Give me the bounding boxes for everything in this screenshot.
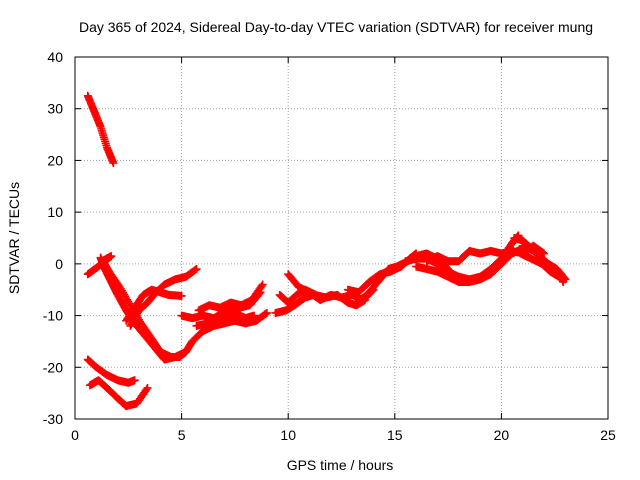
data-point <box>258 280 267 289</box>
x-axis-label: GPS time / hours <box>287 457 394 473</box>
y-tick-label: -10 <box>43 308 63 324</box>
data-point <box>130 376 139 385</box>
x-tick-label: 20 <box>494 427 510 443</box>
data-series-arc-6 <box>83 355 139 387</box>
x-tick-label: 5 <box>178 427 186 443</box>
x-tick-label: 15 <box>387 427 403 443</box>
data-series-arc-3 <box>96 253 190 364</box>
data-series-arc-5 <box>126 265 201 330</box>
data-point <box>255 289 264 298</box>
x-tick-label: 0 <box>71 427 79 443</box>
data-point <box>250 311 259 320</box>
x-tick-label: 25 <box>600 427 616 443</box>
y-tick-label: -20 <box>43 359 63 375</box>
data-series-arc-10 <box>194 280 267 315</box>
y-tick-label: -30 <box>43 411 63 427</box>
data-series <box>83 91 570 411</box>
data-series-arc-11 <box>192 288 265 330</box>
data-series-arc-7 <box>85 376 152 411</box>
data-point <box>192 265 201 274</box>
y-tick-label: 0 <box>55 256 63 272</box>
data-point <box>143 383 152 392</box>
y-tick-label: 30 <box>47 101 63 117</box>
data-series-arc-8 <box>175 308 271 361</box>
data-point <box>142 385 151 394</box>
data-point <box>109 159 118 168</box>
data-point <box>559 277 568 286</box>
y-tick-label: 10 <box>47 204 63 220</box>
y-axis-label: SDTVAR / TECUs <box>6 182 22 294</box>
y-tick-label: 40 <box>47 49 63 65</box>
x-tick-label: 10 <box>280 427 296 443</box>
data-point <box>256 288 265 297</box>
data-point <box>554 272 563 281</box>
data-point <box>262 308 271 317</box>
chart-title: Day 365 of 2024, Sidereal Day-to-day VTE… <box>79 19 593 35</box>
data-series-arc-13 <box>271 290 369 317</box>
y-tick-label: 20 <box>47 152 63 168</box>
data-series-arc-1 <box>83 91 118 168</box>
gridlines <box>75 57 608 419</box>
plot-frame <box>74 56 609 420</box>
data-point <box>257 282 266 291</box>
data-point <box>311 290 320 299</box>
axis-ticks: 0 5 10 15 20 25 -30 -20 -10 0 10 20 30 40 <box>43 49 616 443</box>
data-point <box>177 291 186 300</box>
data-series-arc-22 <box>516 249 563 281</box>
data-series-arc-14 <box>275 285 320 307</box>
